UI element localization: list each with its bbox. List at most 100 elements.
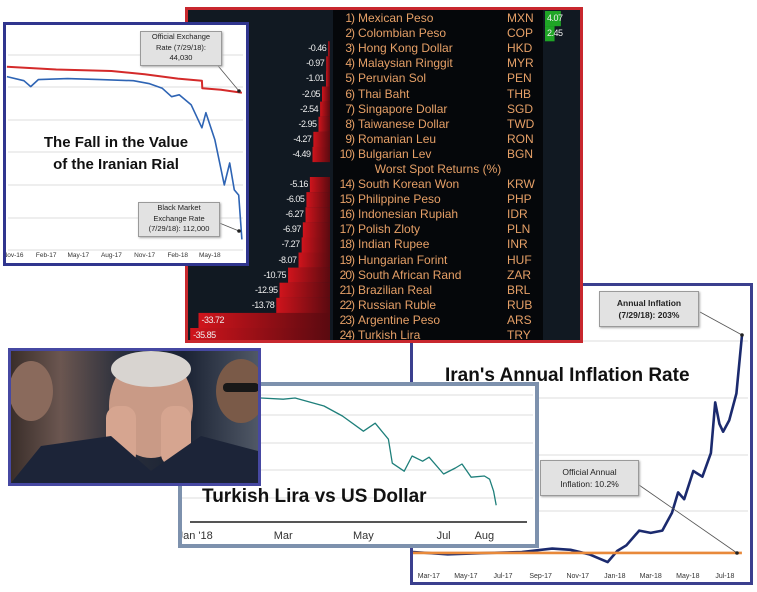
currency-row: 5) Peruvian Sol PEN -1.01: [188, 71, 580, 86]
return-bar: [545, 11, 561, 27]
currency-code: IDR: [507, 207, 528, 222]
return-value: -4.49: [292, 148, 311, 159]
worst-returns-header: Worst Spot Returns (%): [374, 162, 502, 176]
currency-code: MYR: [507, 56, 534, 71]
currency-name: Hungarian Forint: [358, 252, 448, 267]
currency-rank: 3): [345, 41, 355, 56]
currency-row: 6) Thai Baht THB -2.05: [188, 87, 580, 102]
x-tick-label: Mar-17: [418, 573, 440, 580]
return-bar: [318, 116, 330, 132]
return-value: -7.27: [281, 239, 301, 250]
return-value: -5.16: [289, 179, 309, 189]
x-tick-label: May-17: [67, 252, 89, 259]
currency-code: BRL: [507, 282, 531, 297]
currency-rank: 21): [339, 282, 355, 297]
currency-rank: 1): [345, 11, 355, 25]
currency-code: INR: [507, 237, 528, 252]
return-value: -12.95: [254, 284, 278, 295]
return-bar: [305, 207, 330, 223]
currency-row: 17) Polish Zloty PLN -6.97: [188, 222, 580, 237]
arrow-head: [237, 229, 241, 233]
currency-row: 22) Russian Ruble RUB -13.78: [188, 298, 580, 313]
return-bar: [326, 56, 330, 72]
callout-line: Exchange Rate: [153, 213, 205, 223]
currency-rank: 8): [345, 116, 355, 131]
callout-line: (7/29/18): 203%: [618, 310, 680, 320]
currency-name: Indian Rupee: [358, 237, 430, 252]
return-bar: [322, 86, 330, 102]
currency-returns-table: 1) Mexican Peso MXN 4.07 2) Colombian Peso COP…: [185, 7, 583, 343]
arrow-head: [237, 89, 241, 93]
currency-rank: 17): [339, 222, 355, 237]
annotation-arrow: [699, 311, 743, 336]
x-tick-label: Jan-18: [604, 573, 626, 580]
currency-rank: 9): [345, 131, 355, 146]
return-bar: [198, 312, 330, 329]
currency-name: Peruvian Sol: [358, 71, 427, 86]
return-value: -0.97: [306, 58, 325, 69]
rial-chart-title: The Fall in the Value of the Iranian Ria…: [6, 132, 226, 176]
currency-row: 21) Brazilian Real BRL -12.95: [188, 283, 580, 298]
return-bar: [279, 282, 330, 298]
x-tick-label: Feb-17: [36, 252, 57, 259]
currency-rank: 22): [339, 297, 355, 312]
x-tick-label: Jul-17: [493, 573, 512, 580]
return-bar: [545, 26, 555, 42]
return-value: -0.46: [308, 43, 327, 54]
return-bar: [288, 267, 330, 283]
series-line-1: [6, 75, 243, 240]
callout-line: Official Exchange: [151, 32, 211, 41]
rial-chart-svg: Nov-16 Feb-17 May-17 Aug-17 Nov-17 Feb-18 May-…: [6, 54, 243, 259]
currency-row: 24) Turkish Lira TRY -35.85: [188, 328, 580, 342]
return-bar: [320, 101, 330, 117]
currency-rank: 14): [339, 177, 355, 191]
x-tick-label: May: [353, 530, 374, 542]
x-tick-label: Mar: [274, 530, 293, 542]
x-tick-label: Jul-18: [715, 573, 734, 580]
currency-row: 2) Colombian Peso COP 2.45: [188, 26, 580, 41]
erdogan-photo: [8, 348, 261, 486]
currency-row: 19) Hungarian Forint HUF -8.07: [188, 253, 580, 268]
return-value: -13.78: [251, 299, 275, 310]
currency-name: Hong Kong Dollar: [358, 41, 453, 56]
annual-inflation-callout: Annual Inflation (7/29/18): 203%: [599, 291, 699, 327]
x-tick-label: May-18: [676, 573, 699, 580]
return-value: -8.07: [278, 254, 298, 265]
return-bar: [309, 177, 330, 193]
callout-line: Rate (7/29/18):: [155, 42, 207, 52]
currency-rank: 19): [339, 252, 355, 267]
currency-code: HUF: [507, 252, 532, 267]
currency-row: 10) Bulgarian Lev BGN -4.49: [188, 147, 580, 162]
return-bar: [190, 328, 330, 340]
rial-chart: Nov-16 Feb-17 May-17 Aug-17 Nov-17 Feb-18 May-…: [3, 22, 249, 266]
return-value: 4.07: [547, 13, 563, 23]
return-bar: [276, 297, 330, 313]
series-line-0: [413, 335, 744, 564]
x-tick-label: Feb-18: [167, 252, 188, 259]
currency-row: 8) Taiwanese Dollar TWD -2.95: [188, 117, 580, 132]
currency-code: SGD: [507, 101, 534, 116]
return-value: -2.54: [300, 103, 319, 114]
currency-rank: 4): [345, 56, 355, 71]
currency-rank: 23): [339, 312, 355, 327]
return-value: 2.45: [547, 28, 563, 39]
currency-rank: 20): [339, 267, 355, 282]
currency-row: 7) Singapore Dollar SGD -2.54: [188, 102, 580, 117]
callout-line: Inflation: 10.2%: [560, 479, 619, 489]
currency-name: Russian Ruble: [358, 297, 437, 312]
currency-code: RUB: [507, 297, 533, 312]
currency-rank: 2): [345, 26, 355, 41]
currency-rank: 7): [345, 101, 355, 116]
return-bar: [312, 146, 330, 163]
x-tick-label: May-17: [454, 573, 477, 580]
currency-code: THB: [507, 86, 531, 101]
currency-row: 4) Malaysian Ringgit MYR -0.97: [188, 56, 580, 71]
x-tick-label: Nov-17: [566, 573, 589, 580]
currency-code: ZAR: [507, 267, 531, 282]
x-tick-label: Sep-17: [529, 573, 552, 580]
currency-name: Singapore Dollar: [358, 101, 448, 116]
return-bar: [306, 192, 330, 208]
currency-code: RON: [507, 131, 534, 146]
arrow-head: [740, 333, 744, 337]
currency-code: TRY: [507, 328, 531, 342]
